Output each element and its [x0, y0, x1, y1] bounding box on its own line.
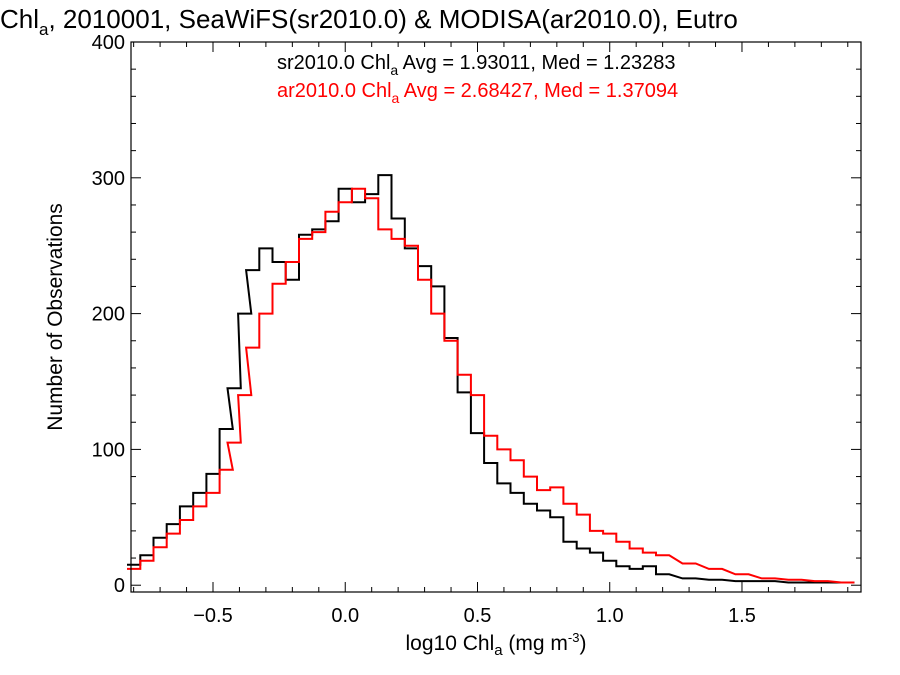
x-axis-label: log10 Chla (mg m-3) [406, 630, 587, 659]
legend-text-pre: ar2010.0 Chl [277, 80, 392, 102]
chart-title-sub: a [39, 20, 49, 39]
chart-title-pre: Chl [0, 4, 39, 34]
legend-text-post: Avg = 2.68427, Med = 1.37094 [399, 80, 678, 102]
x-tick-label: 1.5 [728, 605, 756, 627]
x-axis-label-sub: a [494, 642, 503, 659]
x-axis-label-pre: log10 Chl [406, 632, 495, 655]
series-ar2010-0-line [127, 187, 855, 584]
x-tick-label: 0.5 [464, 605, 492, 627]
legend-entry-sr2010-0: sr2010.0 Chla Avg = 1.93011, Med = 1.232… [277, 52, 675, 78]
series-sr2010-0-line [127, 174, 855, 584]
x-tick-label: 0.0 [331, 605, 359, 627]
chart-title: Chla, 2010001, SeaWiFS(sr2010.0) & MODIS… [0, 4, 738, 39]
legend: sr2010.0 Chla Avg = 1.93011, Med = 1.232… [277, 52, 678, 106]
y-tick-label: 0 [114, 575, 125, 597]
plot-area: −0.5 0.0 0.5 1.0 1.5 0 100 200 300 400 [92, 32, 862, 627]
legend-text-pre: sr2010.0 Chl [277, 52, 390, 74]
legend-text-sub: a [392, 90, 400, 106]
chart-title-post: , 2010001, SeaWiFS(sr2010.0) & MODISA(ar… [48, 4, 737, 34]
y-tick-label: 100 [92, 439, 125, 461]
x-axis-label-sup: -3 [568, 630, 580, 645]
y-tick-label: 200 [92, 304, 125, 326]
x-tick-label: −0.5 [193, 605, 232, 627]
legend-text-post: Avg = 1.93011, Med = 1.23283 [398, 52, 675, 74]
y-tick-label: 400 [92, 32, 125, 54]
legend-entry-ar2010-0: ar2010.0 Chla Avg = 2.68427, Med = 1.370… [277, 80, 678, 106]
legend-text-sub: a [390, 62, 398, 78]
x-axis-label-mid: (mg m [503, 632, 568, 655]
plot-frame [130, 41, 862, 593]
y-tick-label: 300 [92, 168, 125, 190]
x-axis-label-post: ) [579, 632, 586, 655]
x-tick-label: 1.0 [596, 605, 624, 627]
y-axis-label: Number of Observations [44, 203, 67, 431]
